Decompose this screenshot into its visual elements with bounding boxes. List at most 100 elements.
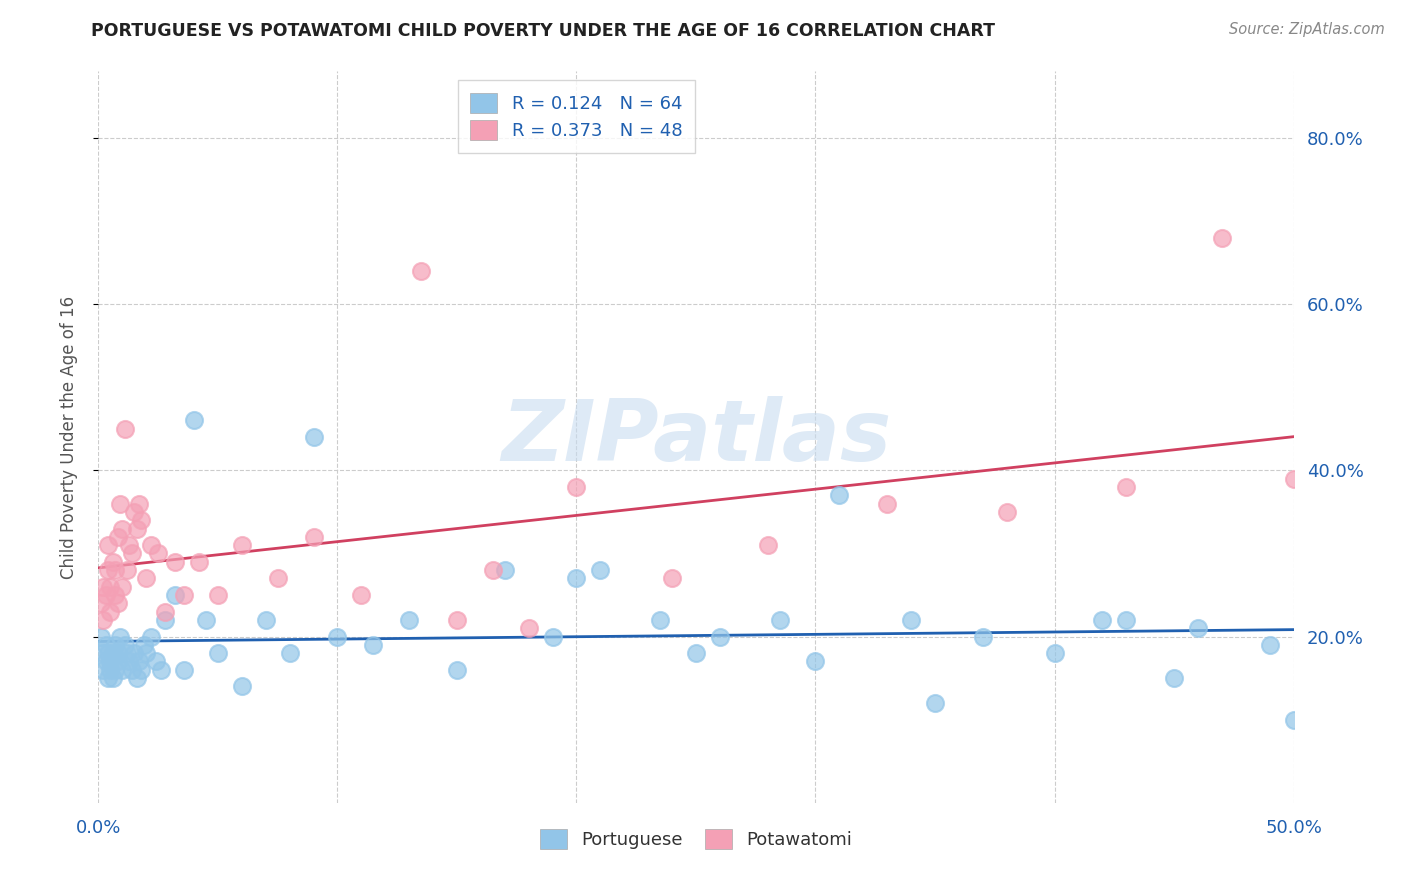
Point [91, 663, 114, 677]
Point [125, 671, 148, 685]
Point [128, 497, 150, 511]
Point [124, 646, 146, 660]
Point [111, 663, 134, 677]
Point [1043, 646, 1066, 660]
Point [231, 680, 253, 694]
Point [104, 638, 127, 652]
Point [195, 613, 218, 627]
Y-axis label: Child Poverty Under the Age of 16: Child Poverty Under the Age of 16 [59, 295, 77, 579]
Point [756, 538, 779, 552]
Point [411, 264, 433, 278]
Point [254, 613, 277, 627]
Point [541, 630, 564, 644]
Point [1091, 613, 1114, 627]
Point [90, 630, 112, 644]
Point [398, 613, 420, 627]
Point [155, 613, 177, 627]
Point [121, 663, 143, 677]
Text: PORTUGUESE VS POTAWATOMI CHILD POVERTY UNDER THE AGE OF 16 CORRELATION CHART: PORTUGUESE VS POTAWATOMI CHILD POVERTY U… [91, 22, 995, 40]
Point [104, 563, 127, 577]
Point [114, 638, 136, 652]
Point [139, 538, 162, 552]
Point [267, 571, 290, 585]
Point [101, 671, 124, 685]
Point [145, 655, 167, 669]
Point [108, 630, 131, 644]
Point [139, 630, 162, 644]
Point [91, 646, 114, 660]
Point [104, 588, 127, 602]
Point [148, 546, 170, 560]
Point [98, 655, 122, 669]
Point [995, 505, 1018, 519]
Point [135, 646, 157, 660]
Point [1211, 230, 1233, 244]
Point [111, 521, 134, 535]
Point [278, 646, 301, 660]
Point [207, 588, 229, 602]
Point [131, 513, 153, 527]
Point [924, 696, 946, 710]
Point [107, 646, 129, 660]
Point [173, 663, 195, 677]
Point [661, 571, 683, 585]
Point [173, 588, 195, 602]
Point [104, 663, 127, 677]
Point [900, 613, 922, 627]
Point [187, 555, 209, 569]
Point [97, 538, 120, 552]
Point [90, 596, 112, 610]
Point [115, 563, 138, 577]
Point [517, 621, 540, 635]
Point [115, 646, 138, 660]
Text: ZIPatlas: ZIPatlas [501, 395, 891, 479]
Point [163, 588, 186, 602]
Point [97, 563, 120, 577]
Point [149, 663, 172, 677]
Point [118, 538, 141, 552]
Point [101, 646, 124, 660]
Point [118, 655, 141, 669]
Point [107, 596, 129, 610]
Point [121, 546, 143, 560]
Point [876, 497, 898, 511]
Point [97, 646, 120, 660]
Point [1282, 472, 1305, 486]
Point [125, 521, 148, 535]
Point [114, 422, 136, 436]
Point [709, 630, 731, 644]
Point [326, 630, 349, 644]
Point [1187, 621, 1209, 635]
Point [163, 555, 186, 569]
Point [648, 613, 672, 627]
Point [155, 605, 177, 619]
Point [98, 605, 122, 619]
Point [107, 655, 129, 669]
Point [94, 655, 117, 669]
Point [111, 580, 134, 594]
Point [589, 563, 612, 577]
Point [565, 571, 588, 585]
Point [101, 555, 124, 569]
Point [128, 655, 150, 669]
Point [481, 563, 505, 577]
Point [494, 563, 516, 577]
Point [446, 663, 468, 677]
Point [363, 638, 385, 652]
Text: Source: ZipAtlas.com: Source: ZipAtlas.com [1229, 22, 1385, 37]
Point [446, 613, 468, 627]
Point [91, 613, 114, 627]
Point [131, 663, 153, 677]
Point [685, 646, 707, 660]
Point [107, 530, 129, 544]
Point [183, 413, 205, 427]
Point [302, 530, 325, 544]
Point [98, 580, 122, 594]
Point [1115, 480, 1137, 494]
Point [135, 571, 157, 585]
Legend: Portuguese, Potawatomi: Portuguese, Potawatomi [533, 822, 859, 856]
Point [94, 638, 117, 652]
Point [565, 480, 588, 494]
Point [207, 646, 229, 660]
Point [804, 655, 827, 669]
